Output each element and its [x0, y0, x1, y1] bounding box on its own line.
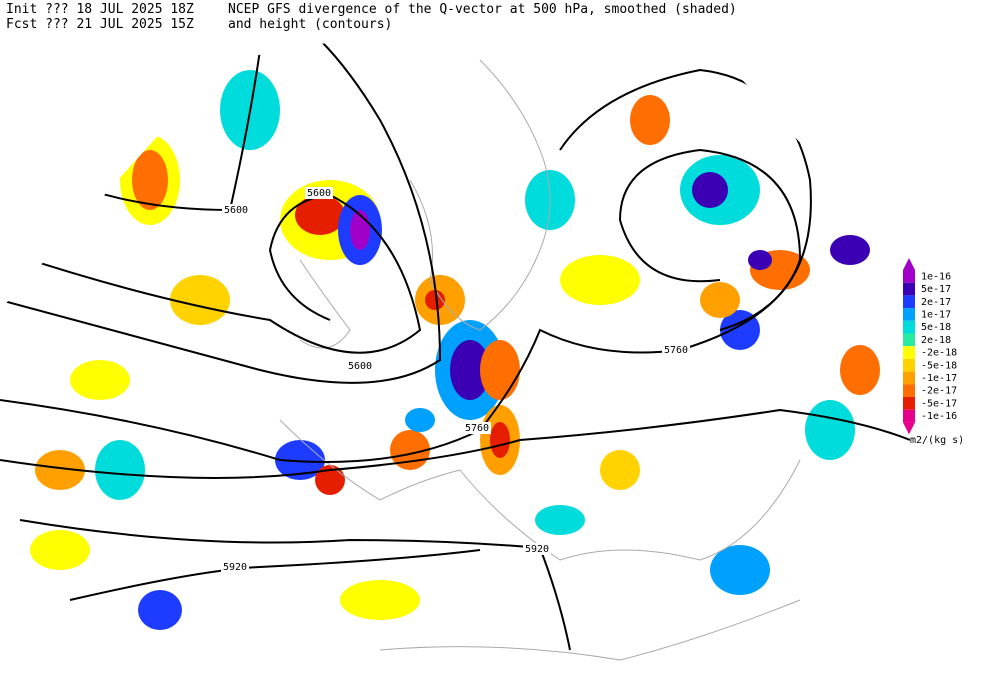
contour-labels: 5600 5600 5600 5760 5760 5920 5920	[221, 187, 690, 573]
shade-blob	[132, 150, 168, 210]
shade-blob	[405, 408, 435, 432]
shade-blob	[30, 530, 90, 570]
colorbar-arrow	[903, 258, 915, 270]
shade-blob	[480, 340, 520, 400]
shade-blob	[560, 255, 640, 305]
contour-label-bg	[305, 187, 333, 199]
colorbar-swatch	[903, 333, 915, 347]
shade-blob	[748, 250, 772, 270]
contour-label: 5760	[664, 345, 688, 356]
colorbar-label: -2e-17	[921, 386, 957, 397]
colorbar-label: -5e-18	[921, 360, 957, 371]
colorbar-swatch	[903, 358, 915, 372]
shade-blob	[70, 360, 130, 400]
colorbar-label: 5e-17	[921, 284, 951, 295]
contour-label-bg	[346, 360, 374, 372]
shade-blob	[840, 345, 880, 395]
contour-label: 5760	[465, 423, 489, 434]
contour-label: 5920	[223, 562, 247, 573]
height-contours	[0, 39, 910, 651]
contour-label-bg	[463, 422, 491, 434]
colorbar-swatch	[903, 346, 915, 359]
shade-blob	[805, 400, 855, 460]
contour-label: 5600	[307, 188, 331, 199]
contour-label: 5600	[348, 361, 372, 372]
shade-blob	[830, 235, 870, 265]
contour-label-bg	[221, 561, 249, 573]
colorbar-label: 1e-16	[921, 271, 951, 282]
colorbar-label: -2e-18	[921, 348, 957, 359]
shade-blob	[170, 275, 230, 325]
coastlines	[279, 59, 801, 661]
shade-blob	[700, 282, 740, 318]
shade-blob	[710, 545, 770, 595]
colorbar-label: -1e-16	[921, 411, 957, 422]
shade-blob	[315, 465, 345, 495]
shade-blob	[138, 590, 182, 630]
shade-blob	[535, 505, 585, 535]
colorbar-swatch	[903, 371, 915, 385]
contour-label: 5920	[525, 544, 549, 555]
colorbar-swatch	[903, 270, 915, 283]
shade-blob	[425, 290, 445, 310]
shade-blob	[95, 440, 145, 500]
colorbar: 1e-165e-172e-171e-175e-182e-18-2e-18-5e-…	[903, 258, 957, 435]
colorbar-label: 1e-17	[921, 309, 951, 320]
colorbar-swatch	[903, 295, 915, 309]
colorbar-units: m2/(kg s)	[910, 435, 964, 446]
shade-blob	[340, 580, 420, 620]
shading	[30, 70, 880, 630]
shade-blob	[630, 95, 670, 145]
colorbar-swatch	[903, 308, 915, 321]
colorbar-label: -5e-17	[921, 398, 957, 409]
colorbar-swatch	[903, 409, 915, 423]
shade-blob	[600, 450, 640, 490]
title: NCEP GFS divergence of the Q-vector at 5…	[228, 2, 737, 17]
colorbar-label: 2e-17	[921, 297, 951, 308]
colorbar-label: 2e-18	[921, 335, 951, 346]
contour-label-bg	[662, 344, 690, 356]
shade-blob	[35, 450, 85, 490]
colorbar-swatch	[903, 397, 915, 410]
contour-label-bg	[222, 204, 250, 216]
colorbar-swatch	[903, 384, 915, 397]
fcst-time: Fcst ??? 21 JUL 2025 15Z	[6, 17, 194, 32]
colorbar-swatch	[903, 320, 915, 334]
shade-blob	[490, 422, 510, 458]
colorbar-label: 5e-18	[921, 322, 951, 333]
shade-blob	[692, 172, 728, 208]
colorbar-arrow	[903, 422, 915, 435]
colorbar-swatch	[903, 282, 915, 296]
subtitle: and height (contours)	[228, 17, 392, 32]
colorbar-label: -1e-17	[921, 373, 957, 384]
init-time: Init ??? 18 JUL 2025 18Z	[6, 2, 194, 17]
shade-blob	[295, 195, 345, 235]
shade-blob	[450, 340, 490, 400]
contour-label-bg	[523, 543, 551, 555]
contour-label: 5600	[224, 205, 248, 216]
